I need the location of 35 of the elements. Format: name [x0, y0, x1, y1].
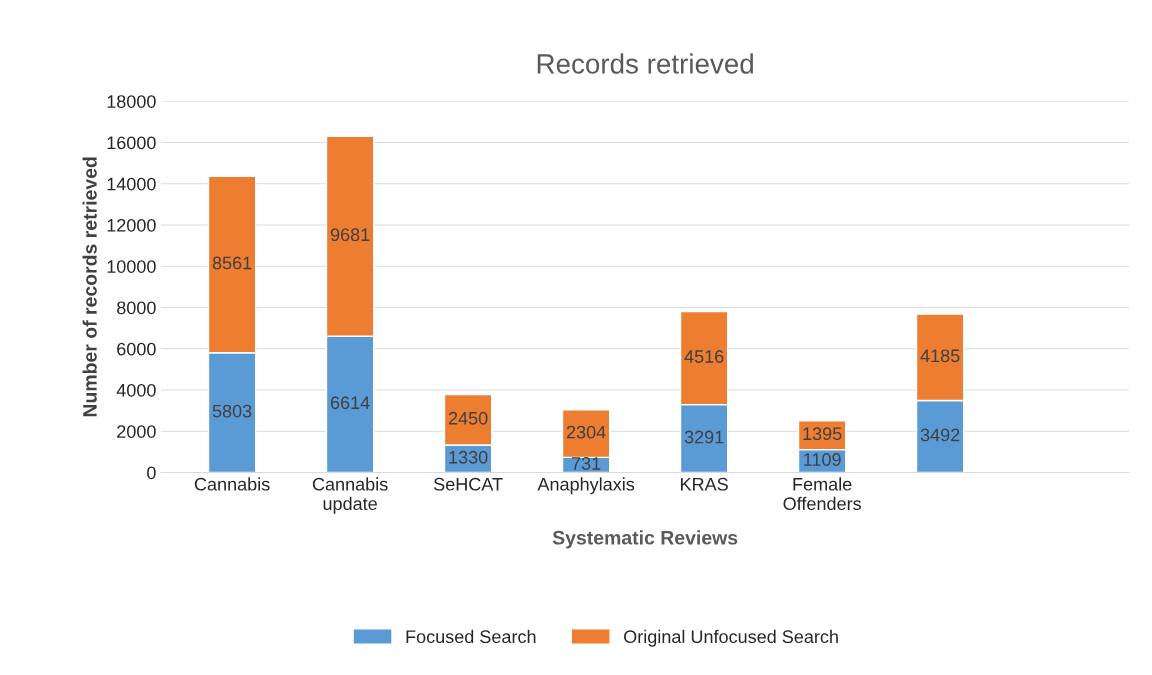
data-label: 9681 — [330, 228, 370, 242]
x-tick-label: SeHCAT — [433, 477, 503, 491]
data-label: 1109 — [804, 453, 841, 466]
data-label: 8561 — [212, 256, 252, 270]
data-label: 1330 — [449, 450, 488, 464]
x-tick-label: KRAS — [681, 477, 728, 491]
legend-label: Focused Search — [406, 629, 536, 644]
data-label: 3291 — [684, 430, 724, 444]
y-tick-label: 16000 — [107, 136, 156, 150]
chart-title: Records retrieved — [537, 53, 753, 74]
data-label: 2304 — [566, 425, 606, 439]
y-tick-label: 6000 — [117, 342, 156, 356]
data-label: 4185 — [920, 349, 960, 363]
y-tick-label: 0 — [147, 466, 156, 480]
x-tick-label: Cannabis update — [312, 477, 388, 514]
y-tick-label: 8000 — [117, 301, 156, 315]
x-tick-label: Cannabis — [194, 477, 270, 491]
x-axis-title: Systematic Reviews — [552, 530, 738, 549]
legend-label: Original Unfocused Search — [624, 629, 838, 647]
y-tick-label: 2000 — [117, 425, 156, 438]
data-label: 6614 — [330, 396, 370, 410]
y-tick-label: 10000 — [107, 260, 156, 273]
y-tick-label: 18000 — [107, 95, 156, 108]
x-tick-label: Female Offenders — [783, 477, 861, 511]
y-tick-label: 12000 — [107, 218, 156, 232]
y-tick-label: 4000 — [116, 383, 156, 397]
x-tick-label: Anaphylaxis — [537, 477, 635, 495]
data-label: 3492 — [920, 428, 960, 442]
data-label: 1395 — [803, 427, 842, 441]
y-tick-label: 14000 — [107, 177, 156, 191]
data-label: 731 — [571, 457, 601, 470]
data-label: 2450 — [448, 411, 488, 425]
data-label: 5803 — [212, 404, 252, 418]
y-axis-title: Number of records retrieved — [82, 157, 97, 417]
data-label: 4516 — [684, 350, 724, 363]
